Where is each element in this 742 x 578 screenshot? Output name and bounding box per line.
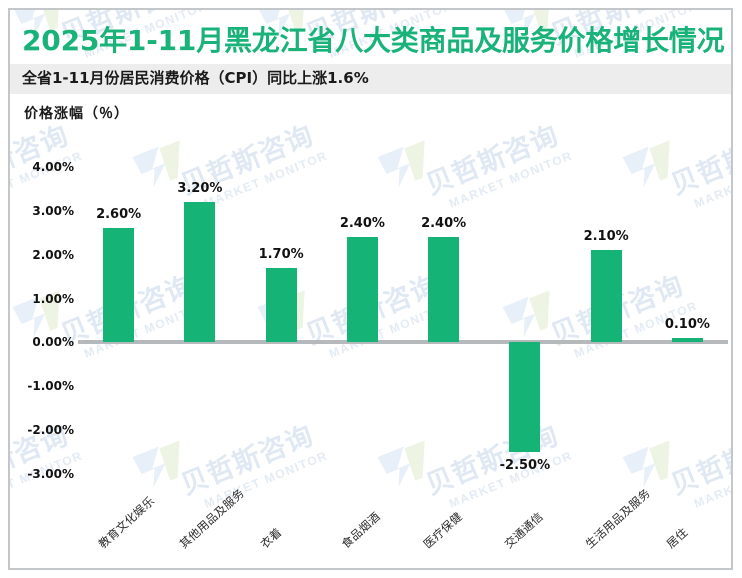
category-label: 居住 [664, 525, 691, 552]
y-axis-unit-label: 价格涨幅（％） [24, 106, 129, 122]
bar-value-label: 1.70% [258, 246, 304, 262]
y-tick-label: 4.00% [32, 160, 74, 174]
chart-header: 2025年1-11月黑龙江省八大类商品及服务价格增长情况 全省1-11月份居民消… [10, 10, 731, 123]
category-label: 医疗保健 [420, 509, 465, 552]
bar-value-label: -2.50% [499, 458, 551, 474]
bar[interactable] [590, 250, 622, 343]
bar[interactable] [428, 237, 460, 343]
bar-value-label: 3.20% [177, 181, 223, 197]
category-label: 衣着 [257, 525, 285, 552]
category-label: 生活用品及服务 [582, 485, 654, 552]
bar[interactable] [671, 338, 703, 343]
category-label: 食品烟酒 [339, 509, 384, 552]
bar-value-label: 0.10% [664, 317, 710, 333]
bar[interactable] [509, 342, 541, 453]
y-tick-label: 1.00% [32, 291, 74, 306]
y-tick-label: 2.00% [32, 247, 74, 262]
bar[interactable] [103, 228, 135, 343]
bar-value-label: 2.40% [421, 216, 467, 232]
chart-title: 2025年1-11月黑龙江省八大类商品及服务价格增长情况 [22, 24, 725, 57]
bar-value-label: 2.40% [339, 216, 385, 232]
bar-value-label: 2.60% [96, 207, 142, 223]
chart-subtitle: 全省1-11月份居民消费价格（CPI）同比上涨1.6% [10, 64, 731, 94]
y-tick-label: -2.00% [27, 423, 74, 438]
bar-value-label: 2.10% [583, 229, 629, 245]
y-tick-label: -1.00% [27, 379, 74, 394]
bar[interactable] [265, 267, 297, 343]
category-label: 教育文化娱乐 [95, 493, 157, 552]
y-tick-label: 0.00% [32, 335, 74, 350]
y-tick-label: 3.00% [32, 203, 74, 218]
bar[interactable] [184, 202, 216, 343]
category-label: 其他用品及服务 [176, 485, 247, 552]
bar[interactable] [346, 237, 378, 343]
category-label: 交通通信 [501, 509, 546, 552]
zero-baseline [78, 340, 728, 345]
y-tick-label: -3.00% [27, 467, 74, 481]
